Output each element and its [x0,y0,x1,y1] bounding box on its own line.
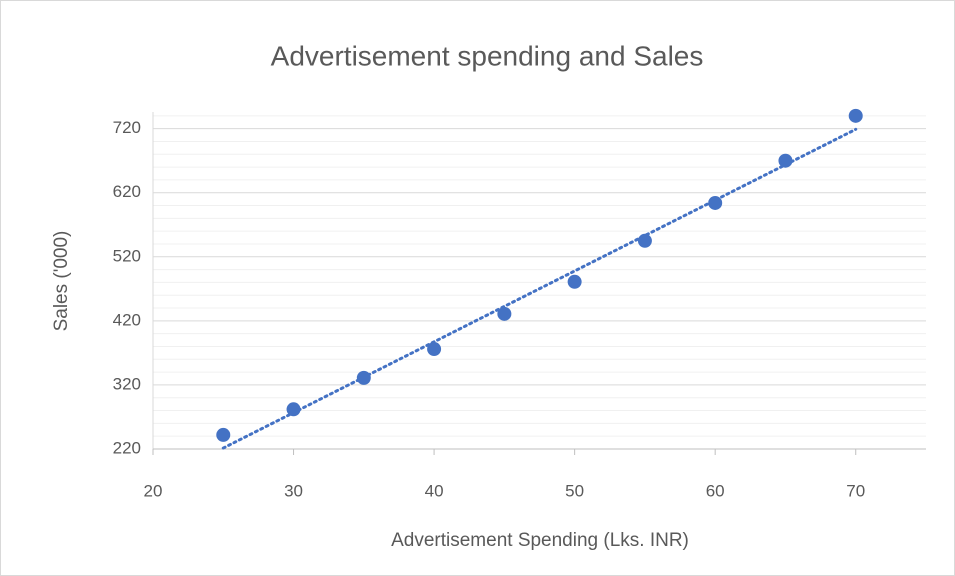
x-tick-label: 70 [846,481,865,500]
data-point [637,233,652,248]
y-tick-label: 720 [113,118,141,137]
chart-title: Advertisement spending and Sales [271,40,704,71]
y-tick-label: 320 [113,374,141,393]
x-tick-label: 60 [706,481,725,500]
data-point [567,274,582,289]
y-tick-label: 420 [113,310,141,329]
y-axis-label: Sales ('000) [51,231,72,332]
data-point [216,427,231,442]
data-point [497,306,512,321]
data-point [356,370,371,385]
x-axis-label: Advertisement Spending (Lks. INR) [391,530,689,551]
x-tick-label: 50 [565,481,584,500]
trendline [221,127,858,450]
y-tick-label: 620 [113,182,141,201]
x-tick-label: 20 [144,481,163,500]
data-point [848,108,863,123]
data-point [427,342,442,357]
data-point [286,402,301,417]
y-tick-label: 520 [113,246,141,265]
x-tick-label: 40 [425,481,444,500]
x-tick-label: 30 [284,481,303,500]
y-tick-label: 220 [113,438,141,457]
data-point [708,195,723,210]
data-point [778,153,793,168]
